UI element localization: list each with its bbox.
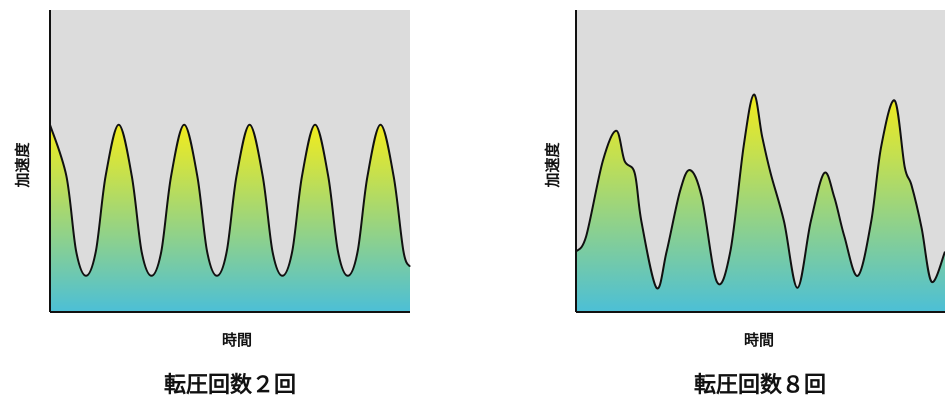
chart-left-svg: 加速度 時間 転圧回数２回	[14, 10, 411, 398]
x-axis-label: 時間	[744, 331, 774, 349]
chart-right-svg: 加速度 時間 転圧回数８回	[544, 10, 945, 398]
y-axis-label: 加速度	[544, 142, 562, 189]
y-axis-label: 加速度	[14, 142, 32, 189]
series-fill	[50, 124, 410, 312]
chart-title: 転圧回数８回	[694, 372, 826, 398]
series-fill	[576, 94, 945, 313]
chart-panel-right: 加速度 時間 転圧回数８回	[472, 0, 945, 401]
chart-title: 転圧回数２回	[164, 372, 296, 398]
series-line	[49, 123, 411, 277]
x-axis-label: 時間	[222, 331, 252, 349]
series-line	[575, 93, 945, 290]
chart-panel-left: 加速度 時間 転圧回数２回	[0, 0, 472, 401]
